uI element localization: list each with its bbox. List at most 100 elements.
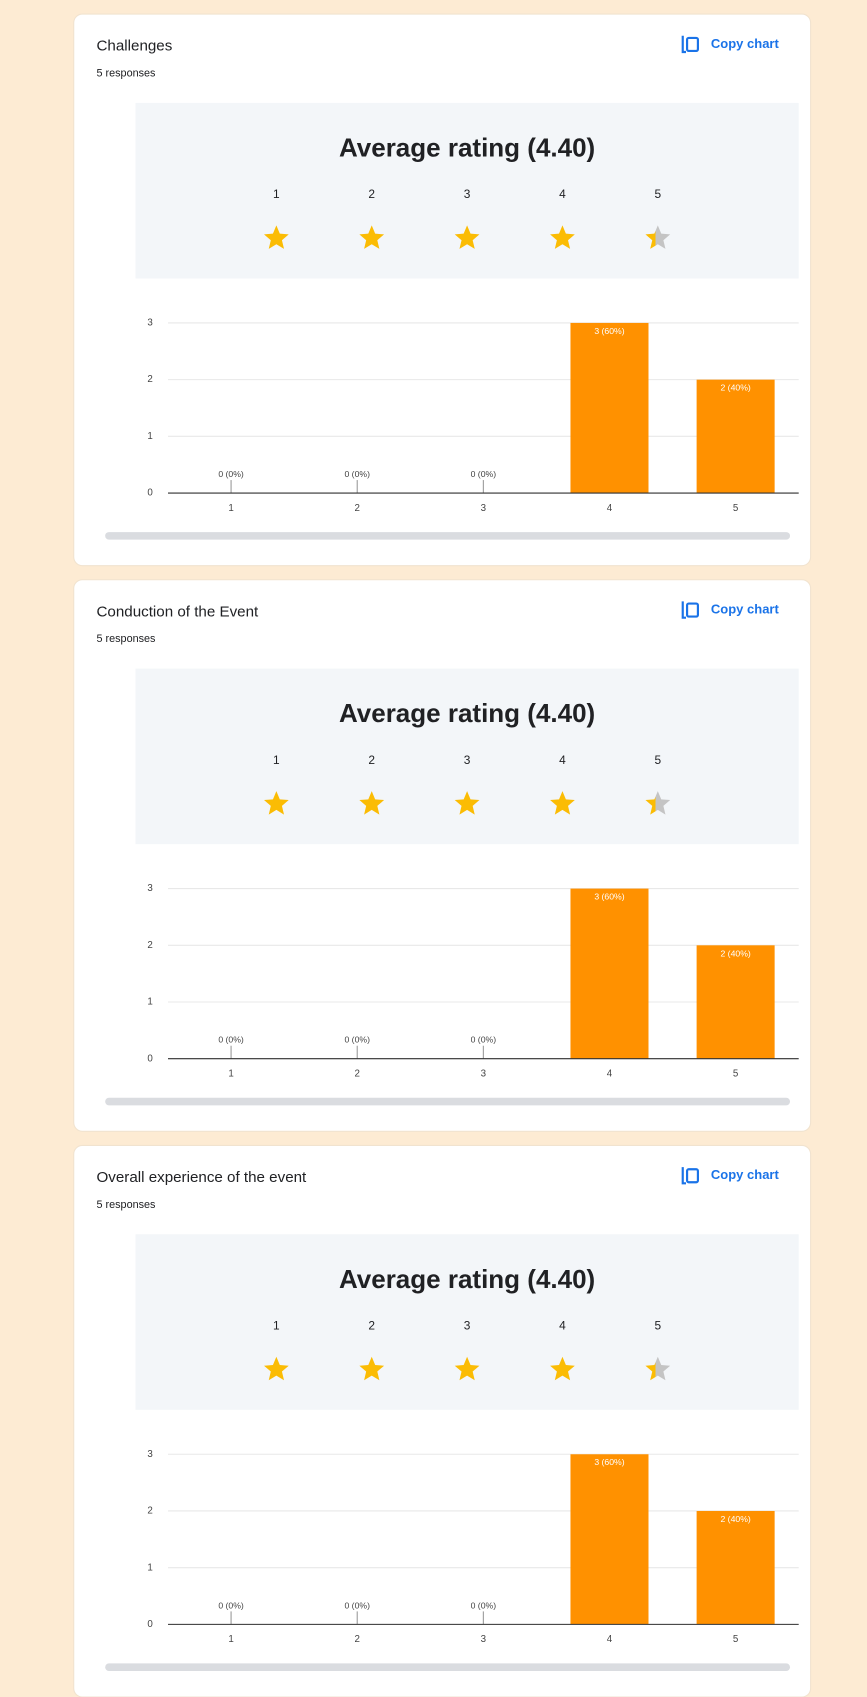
bar bbox=[570, 322, 649, 494]
star-label: 3 bbox=[464, 753, 471, 767]
value-label: 3 (60%) bbox=[594, 326, 624, 336]
star-label: 5 bbox=[655, 753, 662, 767]
rating-panel bbox=[135, 668, 799, 845]
x-tick-label: 5 bbox=[733, 1634, 739, 1645]
value-label: 0 (0%) bbox=[471, 1600, 497, 1610]
bar bbox=[696, 379, 775, 494]
star-label: 1 bbox=[273, 753, 280, 767]
x-tick-label: 2 bbox=[354, 1634, 359, 1645]
copy-icon bbox=[681, 1167, 686, 1185]
copy-icon bbox=[681, 35, 686, 54]
value-label: 0 (0%) bbox=[471, 469, 497, 479]
y-tick-label: 1 bbox=[147, 1562, 152, 1573]
average-rating: Average rating (4.40) bbox=[339, 132, 595, 162]
star-label: 5 bbox=[655, 187, 662, 201]
bar bbox=[570, 888, 649, 1059]
x-tick-label: 1 bbox=[228, 1068, 233, 1079]
x-tick-label: 3 bbox=[481, 503, 486, 514]
x-tick-label: 2 bbox=[354, 1068, 359, 1079]
value-label: 0 (0%) bbox=[218, 1600, 244, 1610]
response-count: 5 responses bbox=[96, 633, 156, 645]
copy-icon bbox=[681, 601, 686, 619]
y-tick-label: 3 bbox=[147, 1449, 152, 1460]
y-tick-label: 1 bbox=[147, 431, 152, 442]
rating-star bbox=[645, 1356, 671, 1381]
rating-star bbox=[264, 791, 289, 815]
y-tick-label: 0 bbox=[147, 1053, 153, 1064]
x-tick-label: 5 bbox=[733, 1068, 739, 1079]
rating-star bbox=[550, 225, 575, 249]
rating-panel bbox=[135, 102, 799, 279]
rating-star bbox=[359, 1356, 385, 1381]
value-label: 0 (0%) bbox=[344, 1035, 370, 1045]
y-tick-label: 0 bbox=[147, 1619, 153, 1630]
value-label: 0 (0%) bbox=[471, 1035, 497, 1045]
x-tick-label: 2 bbox=[354, 503, 359, 514]
y-tick-label: 3 bbox=[147, 318, 152, 329]
y-tick-label: 0 bbox=[147, 488, 153, 499]
rating-star bbox=[645, 225, 671, 249]
scrollbar bbox=[105, 1663, 791, 1671]
question-title: Challenges bbox=[96, 38, 172, 55]
copy-icon bbox=[685, 1168, 699, 1184]
star-label: 2 bbox=[368, 187, 375, 201]
question-title: Overall experience of the event bbox=[96, 1169, 307, 1186]
star-label: 4 bbox=[559, 1319, 566, 1333]
copy-icon bbox=[685, 602, 699, 618]
rating-star bbox=[359, 791, 385, 815]
x-tick-label: 3 bbox=[481, 1634, 486, 1645]
star-label: 5 bbox=[655, 1319, 662, 1333]
value-label: 2 (40%) bbox=[720, 1514, 750, 1524]
rating-star bbox=[645, 791, 671, 815]
rating-star bbox=[454, 1356, 480, 1381]
rating-panel bbox=[135, 1234, 799, 1410]
y-tick-label: 1 bbox=[147, 997, 152, 1008]
x-tick-label: 1 bbox=[228, 503, 233, 514]
y-tick-label: 2 bbox=[147, 940, 152, 951]
x-tick-label: 3 bbox=[481, 1068, 486, 1079]
x-tick-label: 4 bbox=[607, 1068, 613, 1079]
question-title: Conduction of the Event bbox=[96, 603, 259, 620]
value-label: 0 (0%) bbox=[344, 469, 370, 479]
rating-star bbox=[454, 225, 480, 249]
copy-chart-button[interactable]: Copy chart bbox=[681, 601, 780, 619]
rating-star bbox=[550, 1356, 575, 1381]
copy-icon bbox=[685, 36, 699, 53]
rating-star bbox=[264, 225, 289, 249]
x-tick-label: 1 bbox=[228, 1634, 233, 1645]
bar bbox=[696, 945, 775, 1059]
value-label: 3 (60%) bbox=[594, 892, 624, 902]
copy-chart-label: Copy chart bbox=[711, 1167, 780, 1182]
star-label: 2 bbox=[368, 1319, 375, 1333]
scrollbar bbox=[105, 532, 791, 540]
copy-chart-button[interactable]: Copy chart bbox=[681, 1167, 780, 1185]
x-tick-label: 5 bbox=[733, 503, 739, 514]
response-count: 5 responses bbox=[96, 68, 156, 80]
value-label: 2 (40%) bbox=[720, 383, 750, 393]
star-label: 3 bbox=[464, 1319, 471, 1333]
value-label: 0 (0%) bbox=[344, 1600, 370, 1610]
copy-chart-label: Copy chart bbox=[711, 602, 780, 617]
value-label: 3 (60%) bbox=[594, 1457, 624, 1467]
y-tick-label: 2 bbox=[147, 374, 152, 385]
star-label: 1 bbox=[273, 1319, 280, 1333]
scrollbar bbox=[105, 1097, 791, 1106]
x-tick-label: 4 bbox=[607, 503, 613, 514]
rating-star bbox=[454, 791, 480, 815]
copy-chart-button[interactable]: Copy chart bbox=[681, 35, 780, 54]
bar bbox=[570, 1454, 649, 1625]
star-label: 3 bbox=[464, 187, 471, 201]
copy-chart-label: Copy chart bbox=[711, 36, 780, 51]
star-label: 2 bbox=[368, 753, 375, 767]
value-label: 2 (40%) bbox=[720, 948, 750, 958]
response-count: 5 responses bbox=[96, 1199, 156, 1211]
value-label: 0 (0%) bbox=[218, 469, 244, 479]
rating-star bbox=[264, 1356, 289, 1381]
rating-star bbox=[359, 225, 385, 249]
star-label: 1 bbox=[273, 187, 280, 201]
value-label: 0 (0%) bbox=[218, 1035, 244, 1045]
average-rating: Average rating (4.40) bbox=[339, 1264, 595, 1294]
bar bbox=[696, 1510, 775, 1625]
